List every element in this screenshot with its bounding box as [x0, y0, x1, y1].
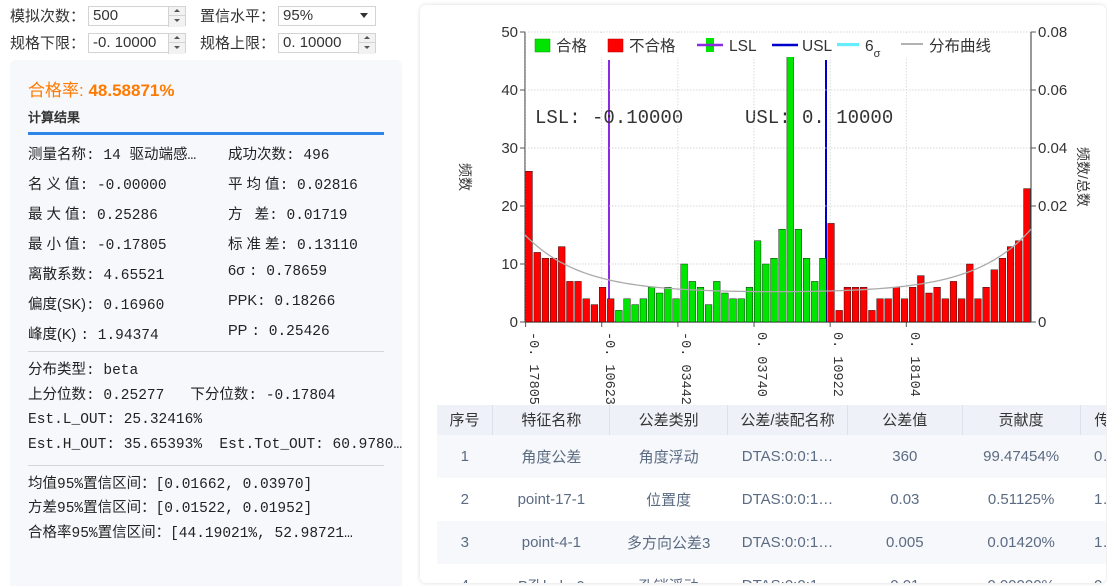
svg-text:10: 10 — [501, 256, 518, 273]
svg-text:-0. 17805: -0. 17805 — [525, 332, 540, 405]
svg-text:0.08: 0.08 — [1038, 24, 1067, 41]
svg-text:0.02: 0.02 — [1038, 198, 1067, 215]
svg-text:30: 30 — [501, 140, 518, 157]
svg-text:40: 40 — [501, 82, 518, 99]
svg-text:0. 10922: 0. 10922 — [829, 332, 844, 397]
svg-text:不合格: 不合格 — [629, 37, 676, 55]
svg-text:0: 0 — [1038, 314, 1046, 331]
svg-text:LSL: LSL — [729, 38, 757, 55]
svg-text:-0. 03442: -0. 03442 — [677, 332, 692, 405]
svg-text:20: 20 — [501, 198, 518, 215]
svg-text:0: 0 — [510, 314, 518, 331]
svg-text:50: 50 — [501, 24, 518, 41]
svg-text:分布曲线: 分布曲线 — [929, 37, 991, 55]
svg-text:0.04: 0.04 — [1038, 140, 1067, 157]
svg-text:-0. 10623: -0. 10623 — [601, 332, 616, 405]
svg-text:0. 18104: 0. 18104 — [906, 332, 921, 397]
svg-text:USL: USL — [802, 38, 833, 55]
svg-text:频数/总数: 频数/总数 — [1075, 147, 1091, 207]
svg-text:0.06: 0.06 — [1038, 82, 1067, 99]
svg-text:频数: 频数 — [457, 163, 473, 191]
svg-text:合格: 合格 — [556, 37, 588, 55]
svg-text:0. 03740: 0. 03740 — [753, 332, 768, 397]
svg-text:USL: 0. 10000: USL: 0. 10000 — [745, 107, 893, 129]
svg-text:LSL: -0.10000: LSL: -0.10000 — [535, 107, 683, 129]
